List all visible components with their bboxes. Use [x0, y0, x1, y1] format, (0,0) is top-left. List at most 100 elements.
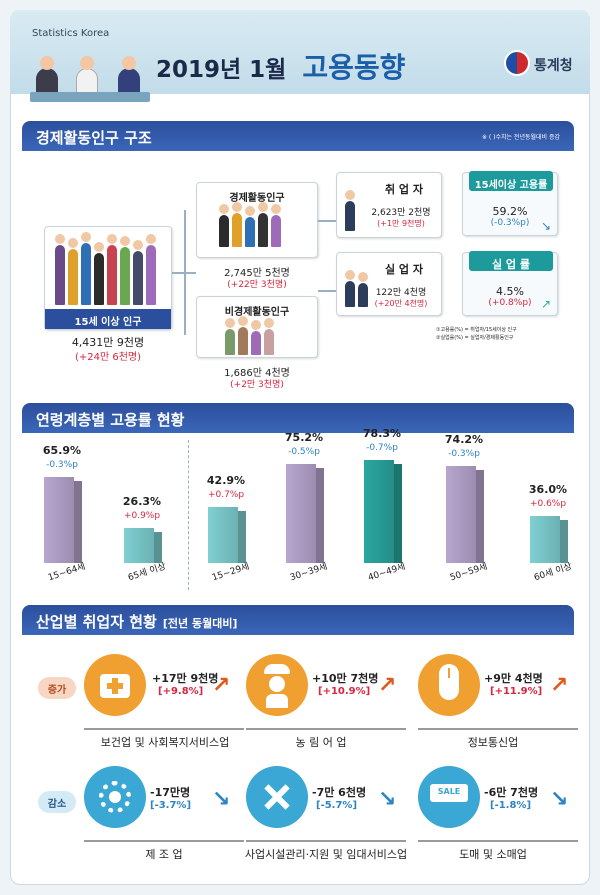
industry-up-3-pct: [+11.9%] — [490, 686, 543, 697]
arrow-up-icon: ↗ — [212, 673, 231, 698]
industry-down-1-value: -17만명 — [150, 786, 191, 799]
unemployed-box: 실 업 자 122만 4천명 (+20만 4천명) — [336, 252, 442, 316]
unemployed-label: 실 업 자 — [384, 263, 424, 276]
inactive-label: 비경제활동인구 — [224, 307, 290, 318]
population-15-value: 4,431만 9천명 — [71, 336, 145, 349]
bar-change-label: -0.5%p — [288, 447, 320, 458]
section-note: ※ ( )수치는 전년동월대비 증감 — [481, 134, 560, 141]
footnote-1: ①고용률(%) = 취업자/15세이상 인구 — [436, 327, 517, 333]
bar-change-label: -0.7%p — [366, 443, 398, 454]
brand-text: Statistics Korea — [32, 28, 110, 39]
employed-label: 취 업 자 — [384, 183, 424, 196]
industry-up-3-name: 정보통신업 — [467, 736, 519, 749]
industry-up-3-value: +9만 4천명 — [484, 672, 543, 685]
employee-icon — [345, 190, 355, 231]
bar-value-label: 36.0% — [528, 482, 568, 496]
employment-rate-box: 15세이상 고용률 59.2% (-0.3%p) ↘ — [462, 171, 558, 236]
bar-value-label: 26.3% — [122, 495, 162, 509]
sale-label: SALE — [430, 784, 468, 802]
arrow-up-icon: ↗ — [378, 673, 397, 698]
unemployed-change: (+20만 4천명) — [374, 299, 428, 308]
industry-up-2-pct: [+10.9%] — [318, 686, 371, 697]
arrow-down-icon: ↘ — [212, 787, 231, 812]
bar-1 — [44, 476, 82, 563]
meeting-people-illustration — [30, 50, 150, 102]
population-15-box: 15세 이상 인구 — [44, 226, 172, 330]
section-header-industry: 산업별 취업자 현황 [전년 동월대비] — [22, 605, 574, 635]
industry-up-1-value: +17만 9천명 — [152, 672, 219, 685]
population-people-icon — [55, 232, 156, 305]
footnote-2: ②실업률(%) = 실업자/경제활동인구 — [436, 335, 514, 341]
unemployment-rate-box: 실 업 률 4.5% (+0.8%p) ↗ — [462, 251, 558, 316]
industry-down-2-name: 사업시설관리·지원 및 임대서비스업 — [244, 848, 408, 861]
bar-change-label: -0.3%p — [46, 459, 78, 470]
chart-divider — [188, 440, 189, 590]
employed-value: 2,623만 2천명 — [371, 208, 431, 218]
trend-up-icon: ↗ — [540, 297, 552, 311]
header: Statistics Korea 2019년 1월 고용동향 통계청 — [10, 10, 590, 102]
arrow-up-icon: ↗ — [550, 673, 569, 698]
elderly-people-icon — [225, 316, 274, 355]
gear-icon — [84, 766, 146, 828]
unemployed-value: 122만 4천명 — [375, 288, 427, 298]
page-title: 2019년 1월 고용동향 — [156, 51, 406, 84]
farmer-icon — [246, 654, 308, 716]
decrease-tag: 감소 — [38, 791, 76, 813]
bar-4 — [286, 464, 324, 563]
industry-up-2-value: +10만 7천명 — [312, 672, 379, 685]
population-15-label: 15세 이상 인구 — [45, 309, 171, 329]
employment-rate-change: (-0.3%p) — [490, 218, 530, 228]
employment-rate-label: 15세이상 고용률 — [469, 171, 553, 191]
bar-change-label: +0.6%p — [529, 498, 567, 509]
arrow-down-icon: ↘ — [550, 787, 569, 812]
tools-icon — [246, 766, 308, 828]
section-header-structure: 경제활동인구 구조 ※ ( )수치는 전년동월대비 증감 — [22, 121, 574, 151]
agency-logo-icon — [504, 50, 530, 76]
industry-up-2-name: 농 림 어 업 — [295, 736, 347, 749]
active-label: 경제활동인구 — [229, 193, 285, 204]
bar-7 — [530, 515, 568, 563]
arrow-down-icon: ↘ — [378, 787, 397, 812]
bar-value-label: 65.9% — [42, 443, 82, 457]
section-header-age: 연령계층별 고용률 현황 — [22, 403, 574, 433]
office-workers-icon — [219, 202, 281, 247]
job-seekers-icon — [345, 270, 368, 307]
sale-tag-icon: SALE — [418, 766, 480, 828]
bar-value-label: 78.3% — [362, 427, 402, 441]
increase-tag: 증가 — [38, 677, 76, 699]
bar-change-label: +0.7%p — [207, 489, 245, 500]
bar-value-label: 75.2% — [284, 431, 324, 445]
bar-value-label: 74.2% — [444, 432, 484, 446]
employed-box: 취 업 자 2,623만 2천명 (+1만 9천명) — [336, 172, 442, 238]
industry-up-1-name: 보건업 및 사회복지서비스업 — [100, 736, 230, 749]
agency-name: 통계청 — [534, 58, 573, 74]
industry-down-1-name: 제 조 업 — [145, 848, 183, 861]
active-value: 2,745만 5천명 — [224, 268, 290, 279]
content-frame — [10, 10, 590, 885]
unemployment-rate-value: 4.5% — [496, 285, 524, 298]
employed-change: (+1만 9천명) — [377, 219, 425, 228]
employment-rate-value: 59.2% — [492, 205, 528, 218]
industry-down-2-pct: [-5.7%] — [316, 800, 358, 811]
inactive-change: (+2만 3천명) — [230, 380, 284, 390]
inactive-value: 1,686만 4천명 — [224, 368, 290, 379]
bar-6 — [446, 465, 484, 563]
bar-change-label: -0.3%p — [448, 448, 480, 459]
industry-up-1-pct: [+9.8%] — [158, 686, 204, 697]
population-15-change: (+24만 6천명) — [74, 352, 142, 363]
bar-2 — [124, 528, 162, 563]
bar-5 — [364, 460, 402, 563]
economically-inactive-box: 비경제활동인구 — [196, 296, 318, 358]
industry-down-3-pct: [-1.8%] — [490, 800, 532, 811]
bar-3 — [208, 506, 246, 563]
industry-down-3-name: 도매 및 소매업 — [459, 848, 527, 861]
industry-down-3-value: -6만 7천명 — [484, 786, 539, 799]
trend-down-icon: ↘ — [540, 219, 552, 233]
bar-change-label: +0.9%p — [123, 511, 161, 522]
medical-kit-icon — [84, 654, 146, 716]
mouse-icon — [418, 654, 480, 716]
industry-down-2-value: -7만 6천명 — [312, 786, 367, 799]
economically-active-box: 경제활동인구 — [196, 182, 318, 258]
industry-down-1-pct: [-3.7%] — [150, 800, 192, 811]
